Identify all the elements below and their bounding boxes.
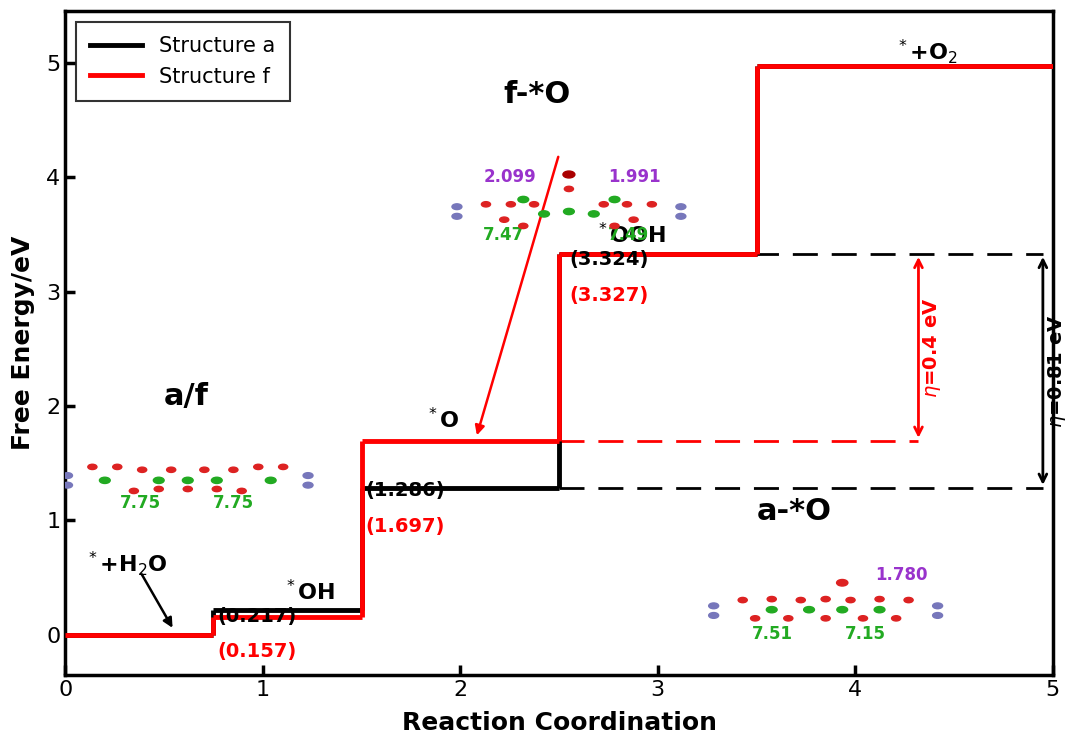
Circle shape — [629, 217, 638, 222]
Circle shape — [303, 482, 313, 488]
Circle shape — [738, 598, 747, 603]
Text: f-*O: f-*O — [503, 80, 571, 109]
Circle shape — [563, 171, 575, 178]
Y-axis label: Free Energy/eV: Free Energy/eV — [11, 236, 36, 450]
Circle shape — [767, 597, 777, 602]
Circle shape — [303, 473, 313, 478]
Text: (0.157): (0.157) — [217, 642, 297, 661]
Circle shape — [875, 597, 885, 602]
Circle shape — [266, 477, 276, 483]
Text: 1.991: 1.991 — [608, 168, 660, 186]
Text: $\eta$=0.81 eV: $\eta$=0.81 eV — [1045, 315, 1068, 428]
Legend: Structure a, Structure f: Structure a, Structure f — [76, 22, 289, 101]
Circle shape — [518, 223, 528, 228]
Circle shape — [599, 201, 608, 207]
Circle shape — [63, 482, 72, 488]
Text: 7.75: 7.75 — [213, 495, 254, 513]
Text: $^*$+H$_2$O: $^*$+H$_2$O — [85, 550, 167, 578]
Circle shape — [153, 477, 164, 483]
Text: 2.099: 2.099 — [483, 168, 536, 186]
Circle shape — [507, 201, 515, 207]
Circle shape — [708, 603, 718, 609]
X-axis label: Reaction Coordination: Reaction Coordination — [402, 711, 716, 735]
Circle shape — [933, 603, 943, 609]
Circle shape — [933, 612, 943, 618]
Circle shape — [804, 606, 814, 612]
Circle shape — [859, 615, 867, 621]
Text: $^*$OH: $^*$OH — [283, 579, 335, 604]
Circle shape — [451, 213, 462, 219]
Circle shape — [63, 473, 72, 478]
Circle shape — [154, 486, 163, 492]
Circle shape — [904, 598, 914, 603]
Text: $^*$O: $^*$O — [424, 407, 459, 432]
Circle shape — [99, 477, 110, 483]
Circle shape — [676, 213, 686, 219]
Circle shape — [482, 201, 490, 207]
Circle shape — [229, 467, 238, 472]
Circle shape — [166, 467, 176, 472]
Circle shape — [837, 580, 848, 586]
Text: $^*$+O$_2$: $^*$+O$_2$ — [894, 37, 958, 66]
Text: a-*O: a-*O — [756, 497, 832, 526]
Text: 7.47: 7.47 — [483, 227, 525, 245]
Circle shape — [784, 615, 793, 621]
Circle shape — [676, 204, 686, 210]
Circle shape — [846, 598, 855, 603]
Circle shape — [622, 201, 632, 207]
Text: (1.286): (1.286) — [365, 481, 445, 500]
Text: 1.780: 1.780 — [875, 566, 928, 584]
Text: a/f: a/f — [164, 382, 208, 411]
Text: (3.324): (3.324) — [569, 250, 648, 269]
Circle shape — [821, 597, 831, 602]
Circle shape — [539, 211, 550, 217]
Circle shape — [87, 464, 97, 469]
Circle shape — [589, 211, 599, 217]
Text: 7.49: 7.49 — [608, 227, 649, 245]
Text: 7.15: 7.15 — [845, 624, 886, 643]
Circle shape — [610, 223, 619, 228]
Circle shape — [708, 612, 718, 618]
Circle shape — [565, 186, 573, 192]
Circle shape — [213, 486, 221, 492]
Text: $^*$OOH: $^*$OOH — [595, 222, 665, 247]
Circle shape — [564, 208, 575, 215]
Circle shape — [212, 477, 222, 483]
Circle shape — [647, 201, 657, 207]
Circle shape — [200, 467, 208, 472]
Text: $\eta$=0.4 eV: $\eta$=0.4 eV — [921, 298, 944, 398]
Circle shape — [609, 196, 620, 203]
Text: (3.327): (3.327) — [569, 286, 648, 305]
Circle shape — [874, 606, 885, 612]
Circle shape — [767, 606, 778, 612]
Text: (0.217): (0.217) — [217, 606, 297, 626]
Circle shape — [184, 486, 192, 492]
Text: 7.51: 7.51 — [752, 624, 793, 643]
Circle shape — [279, 464, 287, 469]
Circle shape — [529, 201, 539, 207]
Circle shape — [451, 204, 462, 210]
Circle shape — [500, 217, 509, 222]
Circle shape — [254, 464, 262, 469]
Text: (1.697): (1.697) — [365, 517, 445, 536]
Circle shape — [238, 489, 246, 494]
Text: 7.75: 7.75 — [120, 495, 161, 513]
Circle shape — [837, 606, 848, 612]
Circle shape — [892, 615, 901, 621]
Circle shape — [518, 196, 529, 203]
Circle shape — [130, 489, 138, 494]
Circle shape — [112, 464, 122, 469]
Circle shape — [137, 467, 147, 472]
Circle shape — [796, 598, 806, 603]
Circle shape — [751, 615, 759, 621]
Circle shape — [183, 477, 193, 483]
Circle shape — [821, 615, 831, 621]
